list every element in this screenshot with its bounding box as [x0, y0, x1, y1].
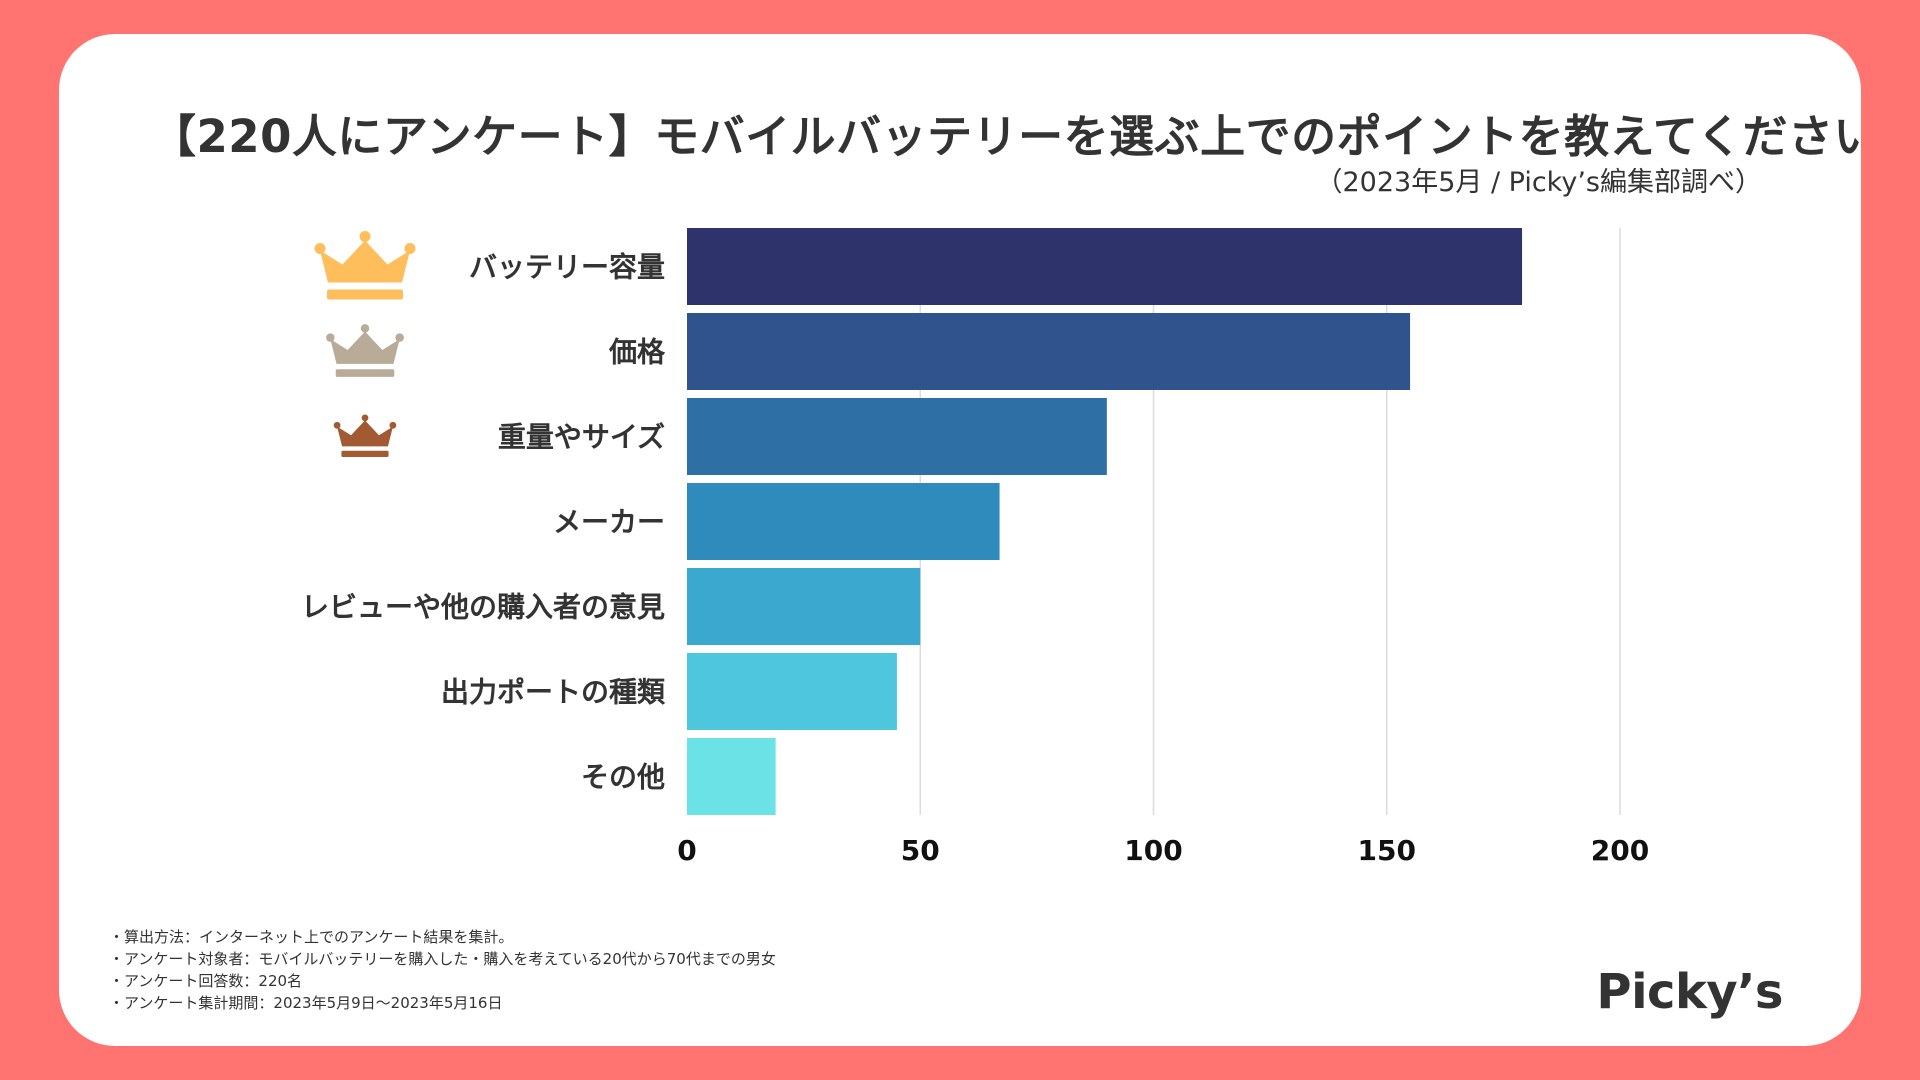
footnote-period: ・アンケート集計期間：2023年5月9日〜2023年5月16日	[109, 994, 503, 1012]
x-tick-label-0: 0	[677, 834, 696, 867]
gold-crown-icon	[314, 231, 416, 300]
footnotes: ・算出方法：インターネット上でのアンケート結果を集計。 ・アンケート対象者：モバ…	[109, 926, 776, 1014]
category-label-6: 出力ポートの種類	[441, 676, 666, 709]
silver-crown-icon	[326, 324, 404, 377]
chart-card: 【220人にアンケート】モバイルバッテリーを選ぶ上でのポイントを教えてください。…	[59, 34, 1861, 1046]
category-label-2: 価格	[608, 336, 666, 369]
bar-4	[687, 483, 1000, 560]
bar-chart: バッテリー容量価格重量やサイズメーカーレビューや他の購入者の意見出力ポートの種類…	[301, 228, 1649, 867]
bronze-crown-icon	[333, 414, 397, 457]
bar-3	[687, 398, 1107, 475]
bar-7	[687, 738, 776, 815]
x-tick-label-50: 50	[901, 834, 940, 867]
x-tick-label-200: 200	[1591, 834, 1649, 867]
category-label-1: バッテリー容量	[469, 251, 665, 284]
bar-6	[687, 653, 897, 730]
category-label-4: メーカー	[553, 506, 665, 539]
brand-logo: Picky’s	[1596, 964, 1783, 1020]
chart-title: 【220人にアンケート】モバイルバッテリーを選ぶ上でのポイントを教えてください。	[151, 110, 1861, 163]
footnote-method: ・算出方法：インターネット上でのアンケート結果を集計。	[109, 928, 514, 946]
x-tick-label-150: 150	[1358, 834, 1416, 867]
footnote-target: ・アンケート対象者：モバイルバッテリーを購入した・購入を考えている20代から70…	[109, 950, 776, 968]
bar-1	[687, 228, 1523, 305]
category-label-3: 重量やサイズ	[498, 421, 665, 454]
x-tick-label-100: 100	[1124, 834, 1182, 867]
bar-5	[687, 568, 921, 645]
bar-2	[687, 313, 1411, 390]
category-label-5: レビューや他の購入者の意見	[301, 591, 665, 624]
footnote-count: ・アンケート回答数：220名	[109, 972, 303, 990]
chart-subtitle: （2023年5月 / Picky’s編集部調べ）	[1315, 167, 1763, 198]
category-label-7: その他	[581, 761, 665, 794]
